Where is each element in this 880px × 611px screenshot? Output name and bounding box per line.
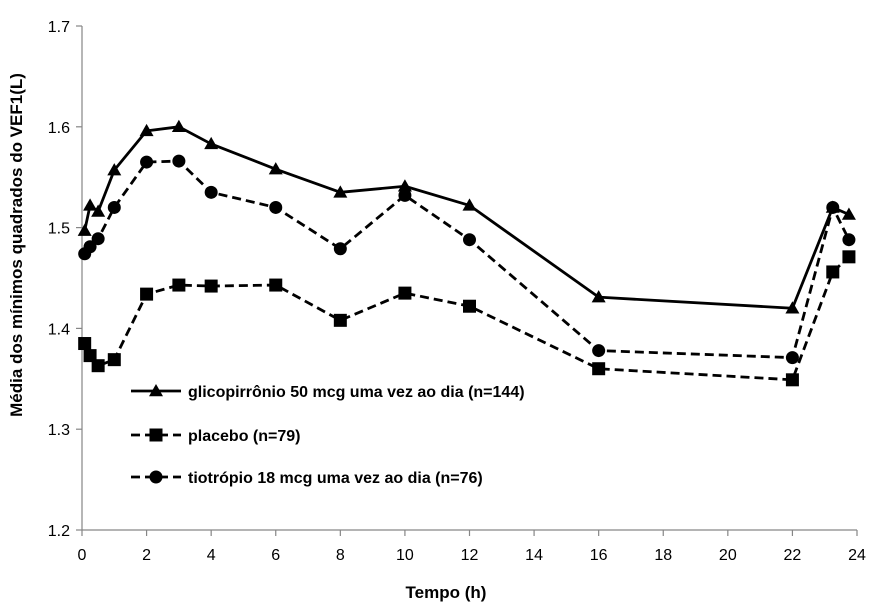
data-point-triangle	[83, 198, 97, 210]
y-tick-label: 1.2	[48, 523, 70, 540]
series-group	[78, 120, 856, 387]
axes	[76, 26, 857, 536]
x-tick-label: 8	[336, 547, 345, 564]
data-point-square	[334, 314, 347, 327]
y-tick-label: 1.6	[48, 120, 70, 137]
series-circle	[78, 155, 855, 365]
x-tick-label: 10	[396, 547, 414, 564]
series-line	[85, 161, 849, 358]
data-point-triangle	[172, 120, 186, 132]
x-tick-label: 22	[784, 547, 802, 564]
legend-entry: glicopirrônio 50 mcg uma vez ao dia (n=1…	[131, 384, 525, 401]
data-point-square	[463, 300, 476, 313]
data-point-square	[592, 362, 605, 375]
x-tick-label: 16	[590, 547, 608, 564]
legend: glicopirrônio 50 mcg uma vez ao dia (n=1…	[131, 384, 525, 487]
data-point-square	[826, 265, 839, 278]
data-point-square	[205, 280, 218, 293]
data-point-circle	[92, 232, 105, 245]
series-triangle	[78, 120, 856, 314]
data-point-circle	[398, 189, 411, 202]
data-point-square	[786, 373, 799, 386]
data-point-circle	[334, 242, 347, 255]
x-tick-label: 2	[142, 547, 151, 564]
data-point-square	[140, 288, 153, 301]
x-tick-label: 4	[207, 547, 216, 564]
data-point-circle	[786, 351, 799, 364]
data-point-circle	[826, 201, 839, 214]
legend-entry: placebo (n=79)	[131, 428, 300, 445]
data-point-square	[269, 279, 282, 292]
legend-label: tiotrópio 18 mcg uma vez ao dia (n=76)	[188, 470, 483, 487]
series-square	[78, 250, 855, 386]
x-tick-label: 18	[654, 547, 672, 564]
legend-marker-square	[150, 429, 163, 442]
chart-container: 1.2 1.3 1.4 1.5 1.6 1.7 0 2 4 6 8 10 12 14 16 18 20 22 24 …	[0, 0, 880, 611]
x-tick-label: 20	[719, 547, 737, 564]
data-point-circle	[140, 156, 153, 169]
data-point-circle	[463, 233, 476, 246]
line-chart: 1.21.31.41.51.61.70 2 4 6 8 10 12 14 16 18 20 22 24 …	[0, 0, 880, 611]
data-point-circle	[108, 201, 121, 214]
x-tick-label: 14	[525, 547, 543, 564]
legend-entry: tiotrópio 18 mcg uma vez ao dia (n=76)	[131, 470, 483, 487]
y-tick-label: 1.4	[48, 321, 70, 338]
data-point-circle	[172, 155, 185, 168]
x-tick-label: 6	[271, 547, 280, 564]
data-point-triangle	[204, 137, 218, 149]
data-point-circle	[205, 186, 218, 199]
x-axis-title: Tempo (h)	[406, 583, 487, 602]
data-point-square	[398, 287, 411, 300]
x-tick-label: 24	[848, 547, 866, 564]
legend-marker-circle	[150, 471, 163, 484]
series-line	[85, 127, 849, 308]
data-point-square	[92, 359, 105, 372]
data-point-triangle	[78, 224, 92, 236]
data-point-square	[108, 353, 121, 366]
x-tick-label: 12	[461, 547, 479, 564]
x-tick-label: 0	[78, 547, 87, 564]
data-point-circle	[592, 344, 605, 357]
legend-label: placebo (n=79)	[188, 428, 300, 445]
series-line	[85, 257, 849, 380]
y-tick-label: 1.5	[48, 221, 70, 238]
data-point-square	[78, 337, 91, 350]
data-point-square	[172, 279, 185, 292]
data-point-square	[842, 250, 855, 263]
data-point-circle	[842, 233, 855, 246]
y-axis-title: Média dos mínimos quadrados do VEF1(L)	[7, 73, 26, 417]
y-tick-label: 1.7	[48, 19, 70, 36]
data-point-circle	[269, 201, 282, 214]
legend-label: glicopirrônio 50 mcg uma vez ao dia (n=1…	[188, 384, 525, 401]
y-tick-label: 1.3	[48, 422, 70, 439]
